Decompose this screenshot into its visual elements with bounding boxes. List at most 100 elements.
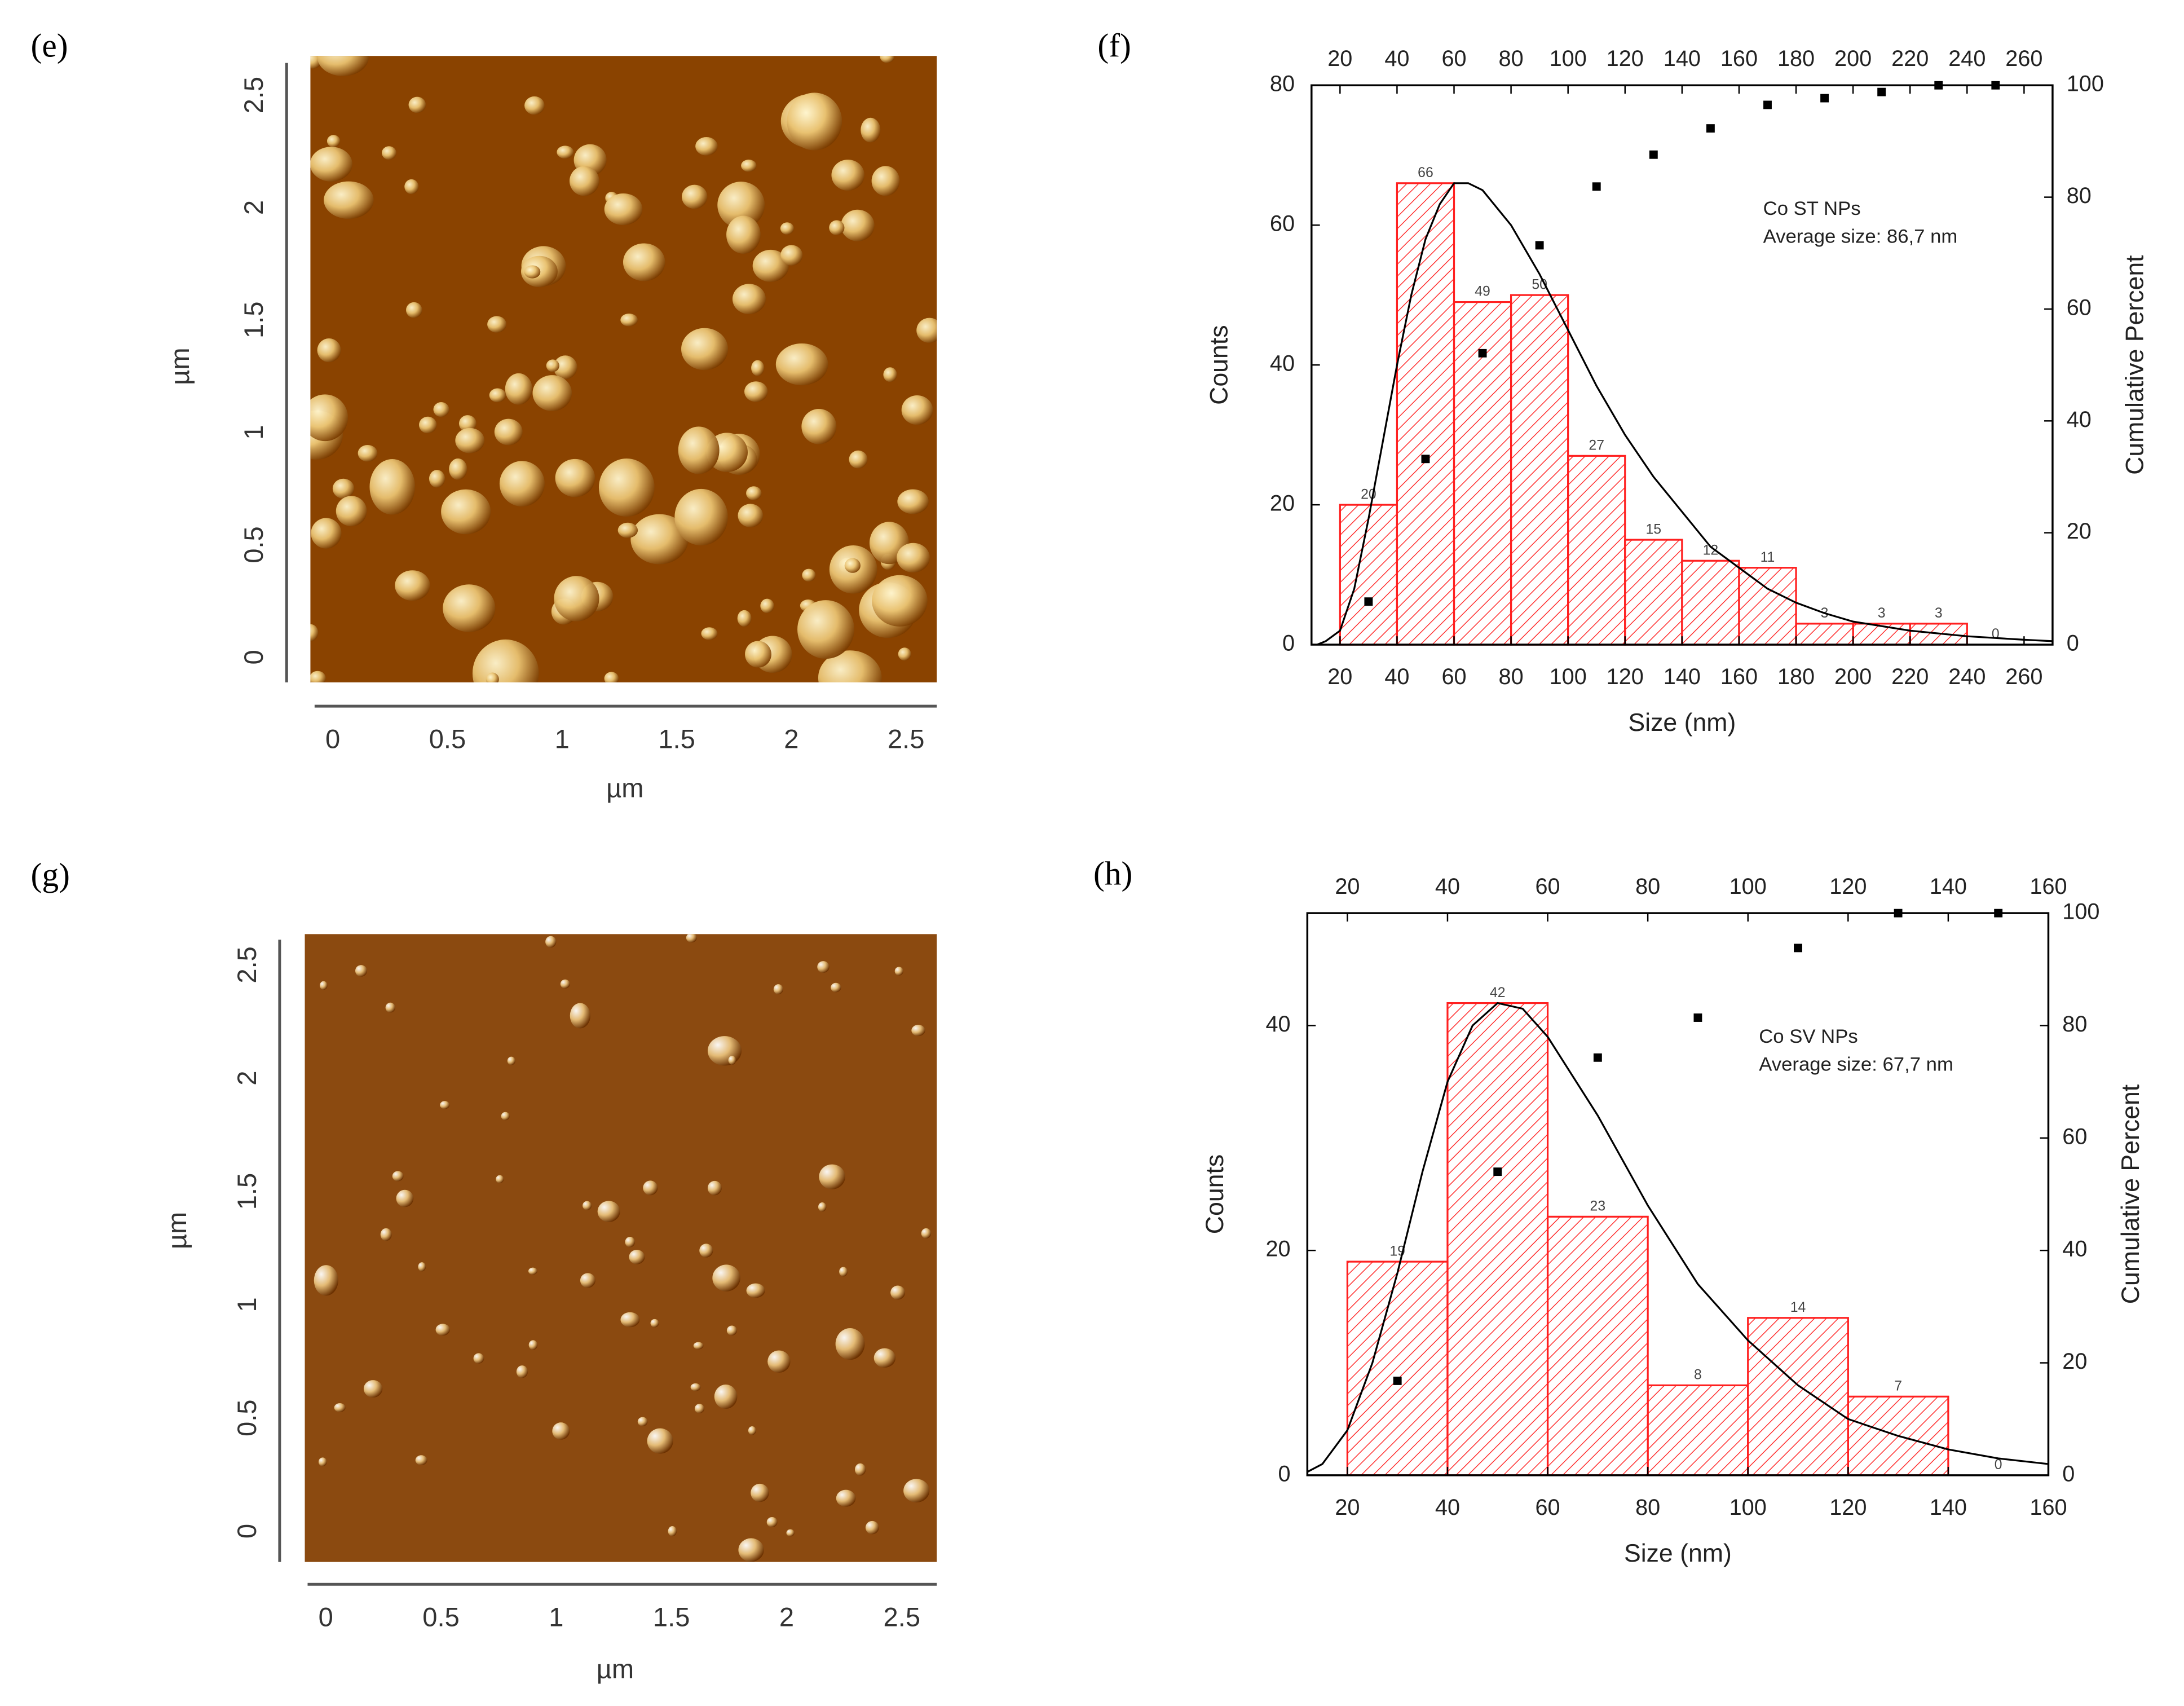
particle bbox=[310, 147, 352, 182]
panel-label: (f) bbox=[1097, 27, 1131, 64]
x-tick-label: 60 bbox=[1535, 1495, 1560, 1520]
particle bbox=[738, 1538, 764, 1562]
bar-value-label: 49 bbox=[1475, 284, 1490, 299]
particle bbox=[844, 558, 861, 573]
x-tick-label: 100 bbox=[1729, 1495, 1767, 1520]
particle bbox=[501, 1112, 510, 1121]
particle bbox=[728, 1056, 736, 1065]
particle bbox=[916, 318, 937, 343]
bar-hatch bbox=[1397, 183, 1454, 645]
particle bbox=[629, 1250, 645, 1264]
x-axis-title: Size (nm) bbox=[1628, 709, 1736, 737]
fit-curve bbox=[1307, 1002, 2049, 1473]
afm-x-tick-label: 1 bbox=[555, 724, 570, 754]
bar-hatch bbox=[1853, 623, 1911, 645]
x-tick-label: 220 bbox=[1891, 664, 1929, 689]
x-tick-label: 20 bbox=[1335, 1495, 1360, 1520]
particle bbox=[780, 222, 795, 235]
bar-hatch bbox=[1447, 1003, 1548, 1475]
particle bbox=[545, 936, 557, 948]
particle bbox=[738, 504, 764, 527]
x-tick-label: 160 bbox=[1720, 664, 1758, 689]
particle bbox=[392, 1171, 404, 1182]
particle bbox=[741, 159, 757, 172]
histogram-chart: 1942238147020204040606080801001001201201… bbox=[1093, 854, 2145, 1567]
bar-hatch bbox=[1625, 540, 1682, 645]
particle bbox=[358, 444, 378, 462]
x-tick-label: 120 bbox=[1829, 1495, 1867, 1520]
particle bbox=[746, 1283, 765, 1298]
particle bbox=[494, 418, 523, 446]
particle bbox=[873, 1348, 896, 1368]
bar-hatch bbox=[1739, 567, 1797, 645]
afm-x-tick-label: 0 bbox=[319, 1602, 333, 1632]
x-top-tick-label: 40 bbox=[1384, 46, 1409, 71]
bar-value-label: 15 bbox=[1646, 522, 1662, 537]
bar-value-label: 27 bbox=[1589, 438, 1604, 453]
cumulative-point bbox=[1421, 455, 1430, 464]
bar-value-label: 42 bbox=[1490, 985, 1506, 1000]
particles bbox=[314, 934, 932, 1562]
particle bbox=[441, 489, 491, 535]
afm-y-tick-label: 2 bbox=[239, 200, 268, 215]
cumulative-point bbox=[1393, 1376, 1402, 1385]
particle bbox=[623, 243, 665, 281]
particle bbox=[496, 1175, 504, 1183]
particle bbox=[707, 1180, 722, 1196]
bar-hatch bbox=[1748, 1317, 1848, 1475]
particle bbox=[487, 316, 507, 333]
particle bbox=[314, 1265, 338, 1296]
particle bbox=[802, 568, 816, 582]
particle bbox=[752, 249, 789, 282]
x-tick-label: 80 bbox=[1499, 664, 1524, 689]
particle bbox=[528, 1340, 538, 1350]
afm-y-tick-label: 2 bbox=[232, 1071, 262, 1086]
y2-axis-title: Cumulative Percent bbox=[2121, 255, 2148, 475]
particle bbox=[617, 522, 638, 538]
y2-tick-label: 80 bbox=[2067, 183, 2092, 208]
x-top-tick-label: 60 bbox=[1441, 46, 1466, 71]
y2-tick-label: 20 bbox=[2062, 1349, 2087, 1374]
particle bbox=[604, 193, 643, 226]
x-tick-label: 160 bbox=[2029, 1495, 2067, 1520]
particle bbox=[332, 478, 355, 499]
particle bbox=[726, 215, 761, 254]
y2-tick-label: 0 bbox=[2067, 631, 2079, 656]
particle bbox=[310, 624, 319, 642]
particle bbox=[883, 367, 897, 382]
particle bbox=[507, 1056, 515, 1065]
bar-hatch bbox=[1796, 623, 1854, 645]
particle bbox=[786, 1529, 795, 1537]
particle bbox=[686, 934, 697, 943]
x-top-tick-label: 120 bbox=[1607, 46, 1644, 71]
panel-label: (e) bbox=[31, 27, 68, 64]
particle bbox=[880, 56, 895, 63]
x-axis-title: Size (nm) bbox=[1624, 1540, 1732, 1567]
particle bbox=[429, 470, 445, 488]
cumulative-point bbox=[1877, 87, 1886, 96]
particle bbox=[890, 1285, 906, 1300]
particle bbox=[707, 1036, 742, 1066]
y2-tick-label: 0 bbox=[2062, 1461, 2075, 1486]
particle bbox=[695, 137, 718, 156]
particle bbox=[831, 160, 864, 191]
particle bbox=[408, 96, 426, 113]
particle bbox=[746, 486, 762, 500]
afm-x-tick-label: 2 bbox=[779, 1602, 794, 1632]
afm-y-tick-label: 0 bbox=[239, 650, 268, 664]
particle bbox=[418, 416, 437, 434]
particle bbox=[726, 1325, 737, 1336]
x-top-tick-label: 140 bbox=[1930, 874, 1967, 899]
bar-value-label: 14 bbox=[1790, 1300, 1806, 1315]
particle bbox=[911, 1025, 925, 1037]
y-tick-label: 0 bbox=[1278, 1461, 1291, 1486]
afm-x-tick-label: 2.5 bbox=[884, 1602, 921, 1632]
afm-x-tick-label: 0.5 bbox=[429, 724, 466, 754]
particle bbox=[524, 96, 545, 115]
y2-tick-label: 60 bbox=[2067, 295, 2092, 320]
figure-layer: 0 0.5 1 1.5 2 2.5 0 0.5 1 1.5 2 2.5 µm µm (e) 0 0.5 1 1.5 2… bbox=[31, 27, 2149, 1683]
particle bbox=[440, 1101, 450, 1109]
panel-label: (h) bbox=[1093, 854, 1132, 892]
particle bbox=[647, 1428, 673, 1454]
